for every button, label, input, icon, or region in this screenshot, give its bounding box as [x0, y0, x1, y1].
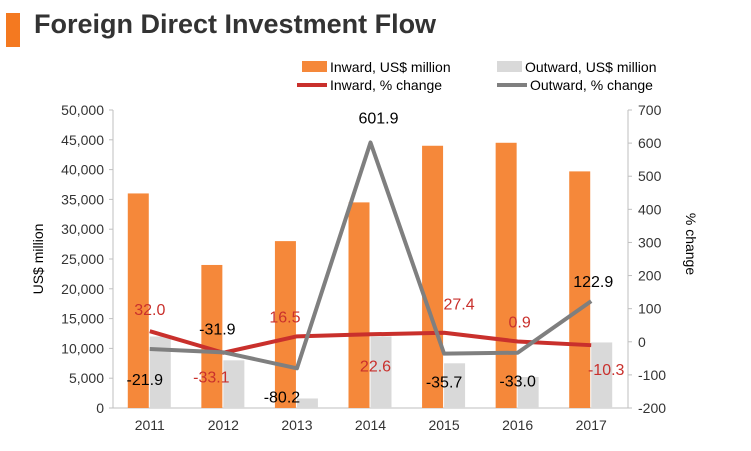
legend-inward-line-label: Inward, % change	[330, 77, 442, 93]
bar-outward	[223, 360, 245, 408]
bar-outward	[370, 336, 392, 408]
bar-inward	[201, 264, 223, 408]
data-label-outward-change: 601.9	[358, 110, 398, 127]
legend-outward-line-label: Outward, % change	[530, 77, 653, 93]
y2-tick-label: 600	[638, 135, 662, 151]
y2-tick-label: 200	[638, 268, 662, 284]
x-tick-label: 2015	[428, 417, 459, 433]
data-label-outward-change: -35.7	[426, 375, 463, 392]
data-label-outward-change: 122.9	[573, 274, 613, 291]
x-tick-label: 2016	[502, 417, 533, 433]
x-tick-label: 2012	[208, 417, 239, 433]
y-tick-label: 25,000	[61, 251, 104, 267]
legend-inward-bar-label: Inward, US$ million	[330, 59, 451, 75]
legend-inward-bar-swatch	[302, 61, 327, 72]
y2-tick-label: 700	[638, 102, 662, 118]
data-label-inward-change: -33.1	[193, 370, 230, 387]
y2-tick-label: 400	[638, 201, 662, 217]
y2-tick-label: 500	[638, 168, 662, 184]
bar-inward	[348, 202, 370, 408]
bar-inward	[495, 142, 517, 408]
y-tick-label: 45,000	[61, 132, 104, 148]
data-label-inward-change: 27.4	[444, 297, 475, 314]
data-label-outward-change: -80.2	[264, 389, 301, 406]
y-tick-label: 10,000	[61, 340, 104, 356]
y2-tick-label: -100	[638, 367, 666, 383]
page-title: Foreign Direct Investment Flow	[34, 9, 437, 39]
x-tick-label: 2011	[135, 417, 165, 433]
y2-tick-label: 100	[638, 301, 662, 317]
x-tick-label: 2014	[355, 417, 386, 433]
legend-outward-bar-label: Outward, US$ million	[525, 59, 657, 75]
y-tick-label: 5,000	[69, 370, 104, 386]
bar-outward	[444, 363, 466, 408]
y-tick-label: 0	[96, 400, 104, 416]
y-tick-label: 20,000	[61, 281, 104, 297]
line-outward-change	[149, 140, 593, 371]
y-axis-title: US$ million	[30, 224, 46, 295]
y-tick-label: 35,000	[61, 191, 104, 207]
data-label-outward-change: -21.9	[127, 372, 164, 389]
y-tick-label: 40,000	[61, 162, 104, 178]
legend-outward-bar-swatch	[497, 61, 522, 72]
bar-outward	[149, 336, 171, 408]
bar-inward	[569, 171, 591, 408]
bar-outward	[517, 377, 539, 408]
x-tick-label: 2013	[281, 417, 312, 433]
data-label-outward-change: -33.0	[499, 374, 536, 391]
data-label-inward-change: 22.6	[360, 358, 391, 375]
data-label-inward-change: 0.9	[509, 314, 531, 331]
y-tick-label: 30,000	[61, 221, 104, 237]
bar-outward	[296, 398, 318, 408]
data-label-inward-change: 16.5	[269, 309, 300, 326]
header-accent-bar	[6, 13, 20, 47]
bar-inward	[127, 193, 149, 408]
y-tick-label: 15,000	[61, 311, 104, 327]
y-tick-label: 50,000	[61, 102, 104, 118]
data-label-inward-change: -10.3	[588, 362, 625, 379]
x-tick-label: 2017	[576, 417, 607, 433]
bar-inward	[422, 145, 444, 408]
y2-axis-title: % change	[683, 213, 699, 275]
data-label-inward-change: 32.0	[134, 302, 165, 319]
y2-tick-label: 0	[638, 334, 646, 350]
bar-outward	[591, 342, 613, 408]
data-label-outward-change: -31.9	[199, 321, 236, 338]
y2-tick-label: 300	[638, 234, 662, 250]
y2-tick-label: -200	[638, 400, 666, 416]
